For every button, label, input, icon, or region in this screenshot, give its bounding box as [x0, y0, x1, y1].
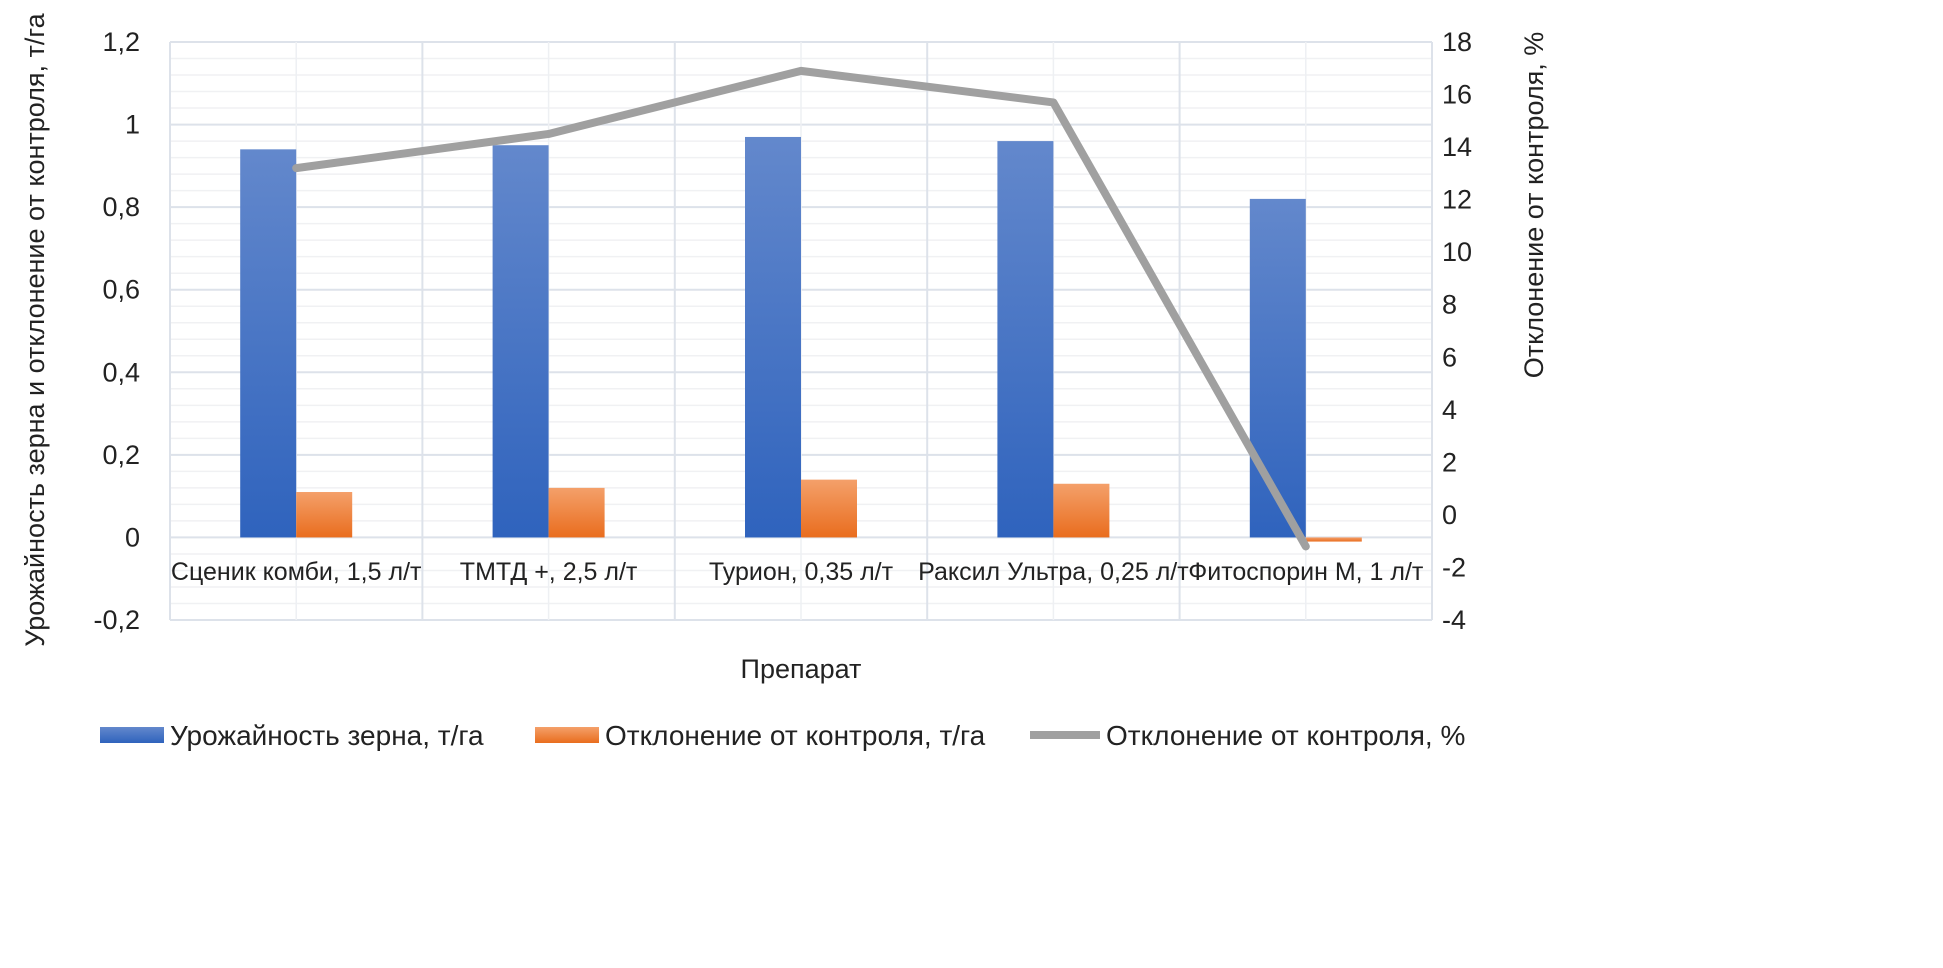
- y-tick-label-right: 14: [1442, 132, 1472, 162]
- y-axis-title-left: Урожайность зерна и отклонение от контро…: [20, 12, 50, 646]
- legend-label: Отклонение от контроля, %: [1106, 720, 1465, 751]
- x-tick-label: ТМТД +, 2,5 л/т: [460, 558, 638, 586]
- y-tick-label-left: 1: [125, 110, 140, 140]
- y-tick-label-right: 2: [1442, 447, 1457, 477]
- bar-deviation-t-ha: [296, 492, 353, 538]
- x-tick-label: Раксил Ультра, 0,25 л/т: [918, 558, 1189, 586]
- bar-yield: [240, 149, 297, 538]
- y-tick-label-left: 0,2: [102, 440, 140, 470]
- legend-label: Урожайность зерна, т/га: [170, 720, 484, 751]
- legend-swatch: [100, 727, 164, 743]
- y-tick-label-left: 0,4: [102, 357, 140, 387]
- y-tick-label-left: 0,8: [102, 192, 140, 222]
- bar-yield: [745, 136, 801, 538]
- y-tick-label-left: 1,2: [102, 27, 140, 57]
- y-tick-label-right: 4: [1442, 395, 1457, 425]
- legend-swatch: [535, 727, 599, 743]
- y-tick-label-left: 0,6: [102, 275, 140, 305]
- y-tick-label-right: 8: [1442, 290, 1457, 320]
- legend-label: Отклонение от контроля, т/га: [605, 720, 986, 751]
- y-tick-label-left: 0: [125, 522, 140, 552]
- bar-yield: [997, 141, 1054, 538]
- y-tick-label-right: 10: [1442, 237, 1472, 267]
- y-tick-label-right: 18: [1442, 27, 1472, 57]
- y-axis-title-right: Отклонение от контроля, %: [1519, 32, 1549, 379]
- y-tick-label-right: 12: [1442, 185, 1472, 215]
- y-tick-label-left: -0,2: [93, 605, 140, 635]
- bar-yield: [492, 145, 549, 538]
- bar-deviation-t-ha: [1305, 537, 1362, 542]
- y-tick-label-right: 6: [1442, 342, 1457, 372]
- x-tick-label: Фитоспорин М, 1 л/т: [1188, 558, 1424, 586]
- bar-yield: [1249, 198, 1306, 538]
- y-tick-label-right: 0: [1442, 500, 1457, 530]
- line-deviation-percent: [292, 66, 1310, 551]
- x-axis-title: Препарат: [741, 654, 862, 684]
- x-tick-label: Сценик комби, 1,5 л/т: [171, 558, 422, 586]
- y-tick-label-right: 16: [1442, 80, 1472, 110]
- bar-deviation-t-ha: [548, 487, 605, 538]
- y-tick-label-right: -4: [1442, 605, 1466, 635]
- y-tick-label-right: -2: [1442, 552, 1466, 582]
- bar-deviation-t-ha: [1053, 483, 1110, 538]
- x-tick-label: Турион, 0,35 л/т: [709, 558, 894, 586]
- bar-deviation-t-ha: [801, 479, 857, 538]
